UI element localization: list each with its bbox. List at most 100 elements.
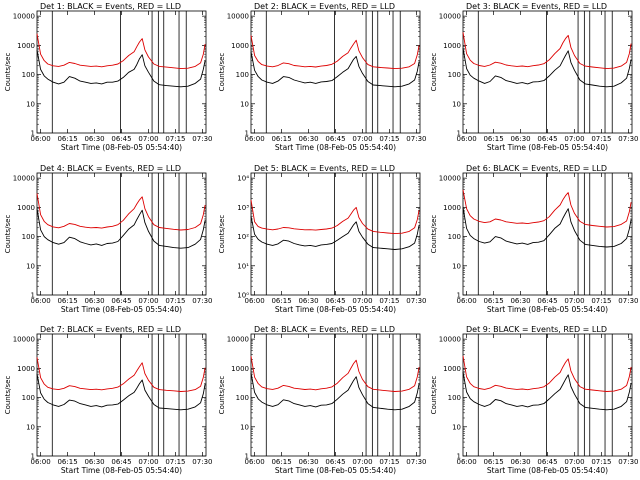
x-tick-label: 07:00 <box>138 297 158 305</box>
x-tick-label: 07:15 <box>379 297 399 305</box>
x-tick-label: 07:30 <box>618 297 638 305</box>
x-tick-label: 06:15 <box>57 297 77 305</box>
y-tick-label: 1 <box>31 292 35 300</box>
y-axis-label: Counts/sec <box>430 376 438 415</box>
y-tick-label: 10 <box>452 423 461 431</box>
series-lld-line <box>36 33 206 70</box>
y-tick-label: 1000 <box>443 365 461 373</box>
y-tick-label: 10 <box>240 423 249 431</box>
x-tick-label: 06:30 <box>84 135 104 143</box>
y-tick-label: 10² <box>237 233 249 241</box>
x-tick-label: 06:45 <box>537 135 557 143</box>
y-axis-label: Counts/sec <box>218 215 226 254</box>
series-lld-line <box>250 356 420 392</box>
x-tick-label: 06:30 <box>298 458 318 466</box>
series-events-line <box>250 372 420 411</box>
x-tick-label: 06:15 <box>483 135 503 143</box>
x-tick-label: 07:30 <box>406 135 426 143</box>
x-axis-label: Start Time (08-Feb-05 05:54:40) <box>275 143 396 152</box>
series-events-line <box>36 208 206 249</box>
y-axis-label: Counts/sec <box>218 376 226 415</box>
panel-title: Det 5: BLACK = Events, RED = LLD <box>254 164 395 173</box>
x-tick-label: 06:00 <box>457 135 477 143</box>
series-events-line <box>36 49 206 88</box>
panel-det-1: Det 1: BLACK = Events, RED = LLD 1 10 100 10… <box>4 2 212 152</box>
series-events-line <box>462 207 632 248</box>
y-tick-label: 10 <box>452 100 461 108</box>
y-tick-label: 1000 <box>443 42 461 50</box>
y-tick-label: 100 <box>236 394 249 402</box>
panel-title: Det 9: BLACK = Events, RED = LLD <box>466 325 607 334</box>
panel-det-8: Det 8: BLACK = Events, RED = LLD 1 10 100 10… <box>218 325 426 475</box>
x-axis-label: Start Time (08-Feb-05 05:54:40) <box>61 305 182 314</box>
x-tick-label: 07:00 <box>138 458 158 466</box>
x-tick-label: 07:00 <box>352 458 372 466</box>
x-tick-label: 07:00 <box>138 135 158 143</box>
x-tick-label: 06:45 <box>537 297 557 305</box>
series-lld-line <box>36 357 206 392</box>
x-tick-label: 06:45 <box>111 297 131 305</box>
x-tick-label: 07:00 <box>564 297 584 305</box>
y-tick-label: 100 <box>448 233 461 241</box>
x-tick-label: 07:15 <box>591 135 611 143</box>
x-tick-label: 06:30 <box>510 135 530 143</box>
x-tick-label: 07:15 <box>591 458 611 466</box>
y-tick-label: 10000 <box>227 13 249 21</box>
x-axis-label: Start Time (08-Feb-05 05:54:40) <box>275 305 396 314</box>
x-tick-label: 07:30 <box>406 297 426 305</box>
panel-det-7: Det 7: BLACK = Events, RED = LLD 1 10 100 10… <box>4 325 212 475</box>
x-tick-label: 07:15 <box>379 458 399 466</box>
x-axis-label: Start Time (08-Feb-05 05:54:40) <box>61 466 182 475</box>
panel-title: Det 7: BLACK = Events, RED = LLD <box>40 325 181 334</box>
panel-det-2: Det 2: BLACK = Events, RED = LLD 1 10 100 10… <box>218 2 426 152</box>
x-tick-label: 06:45 <box>325 458 345 466</box>
x-tick-label: 06:30 <box>510 297 530 305</box>
y-axis-label: Counts/sec <box>218 53 226 92</box>
x-tick-label: 06:15 <box>483 297 503 305</box>
x-tick-label: 06:30 <box>84 458 104 466</box>
y-tick-label: 10⁰ <box>237 292 249 300</box>
y-tick-label: 1000 <box>17 365 35 373</box>
y-tick-label: 1 <box>457 130 461 138</box>
y-tick-label: 10000 <box>227 336 249 344</box>
x-tick-label: 06:45 <box>111 458 131 466</box>
y-axis-label: Counts/sec <box>4 215 12 254</box>
panel-title: Det 1: BLACK = Events, RED = LLD <box>40 2 181 11</box>
y-tick-label: 10³ <box>237 204 249 212</box>
series-events-line <box>462 48 632 88</box>
x-tick-label: 06:45 <box>111 135 131 143</box>
y-tick-label: 1000 <box>17 204 35 212</box>
x-tick-label: 06:00 <box>31 135 51 143</box>
series-lld-line <box>462 355 632 392</box>
y-tick-label: 10 <box>26 262 35 270</box>
panel-det-6: Det 6: BLACK = Events, RED = LLD 1 10 100 10… <box>430 164 638 314</box>
x-tick-label: 06:00 <box>245 135 265 143</box>
y-tick-label: 100 <box>448 394 461 402</box>
x-axis-label: Start Time (08-Feb-05 05:54:40) <box>275 466 396 475</box>
x-tick-label: 07:15 <box>591 297 611 305</box>
x-tick-label: 06:15 <box>483 458 503 466</box>
panel-det-5: Det 5: BLACK = Events, RED = LLD 10⁰ 10¹ 10… <box>218 164 426 314</box>
x-tick-label: 06:00 <box>457 458 477 466</box>
y-tick-label: 1000 <box>231 365 249 373</box>
y-tick-label: 10000 <box>439 13 461 21</box>
y-tick-label: 10000 <box>439 336 461 344</box>
y-tick-label: 10 <box>452 262 461 270</box>
series-events-line <box>250 216 420 250</box>
x-tick-label: 06:00 <box>31 297 51 305</box>
x-tick-label: 06:15 <box>271 297 291 305</box>
y-tick-label: 1 <box>31 130 35 138</box>
y-tick-label: 1 <box>457 453 461 461</box>
x-tick-label: 06:45 <box>325 135 345 143</box>
panel-title: Det 6: BLACK = Events, RED = LLD <box>466 164 607 173</box>
x-tick-label: 06:30 <box>298 297 318 305</box>
x-tick-label: 07:30 <box>618 458 638 466</box>
y-tick-label: 100 <box>22 71 35 79</box>
x-axis-label: Start Time (08-Feb-05 05:54:40) <box>487 143 608 152</box>
x-tick-label: 07:15 <box>379 135 399 143</box>
x-axis-label: Start Time (08-Feb-05 05:54:40) <box>61 143 182 152</box>
y-tick-label: 10000 <box>13 175 35 183</box>
x-axis-label: Start Time (08-Feb-05 05:54:40) <box>487 305 608 314</box>
panel-title: Det 3: BLACK = Events, RED = LLD <box>466 2 607 11</box>
x-tick-label: 07:30 <box>192 135 212 143</box>
